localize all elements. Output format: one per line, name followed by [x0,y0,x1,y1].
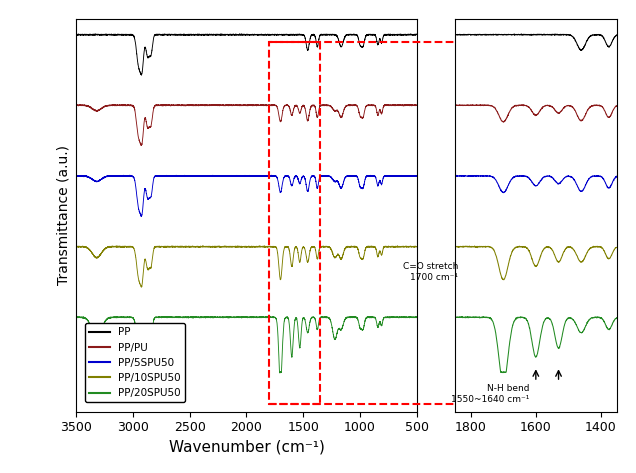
X-axis label: Wavenumber (cm⁻¹): Wavenumber (cm⁻¹) [169,440,324,455]
Legend: PP, PP/PU, PP/5SPU50, PP/10SPU50, PP/20SPU50: PP, PP/PU, PP/5SPU50, PP/10SPU50, PP/20S… [85,323,185,403]
Text: C=O stretch
1700 cm⁻¹: C=O stretch 1700 cm⁻¹ [403,263,458,282]
Bar [269,43,320,403]
Text: N-H bend
1550~1640 cm⁻¹: N-H bend 1550~1640 cm⁻¹ [451,384,529,403]
Y-axis label: Transmittance (a.u.): Transmittance (a.u.) [57,145,71,285]
